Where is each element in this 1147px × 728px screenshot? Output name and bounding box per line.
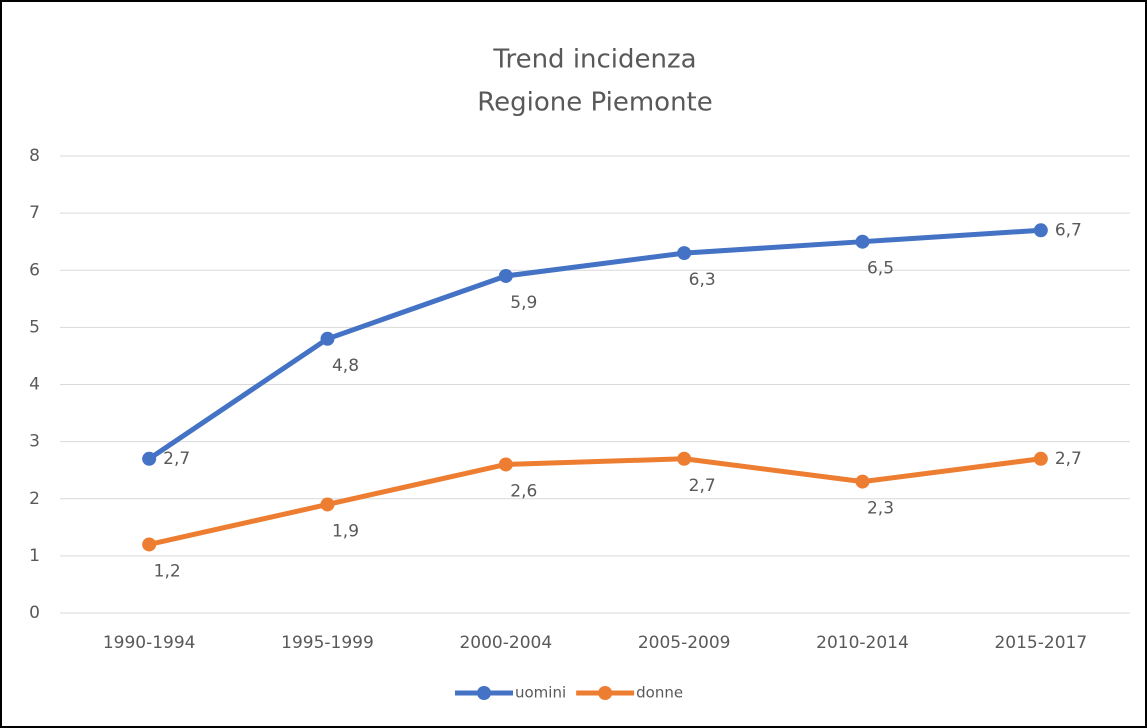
series-line — [148, 456, 1042, 547]
y-tick-label: 6 — [29, 260, 40, 280]
data-label: 6,3 — [689, 270, 716, 290]
y-tick-label: 3 — [29, 432, 40, 452]
data-label: 1,9 — [332, 521, 359, 541]
series-line — [147, 227, 1041, 461]
data-point — [142, 451, 157, 466]
y-tick-label: 1 — [29, 546, 40, 566]
legend-label: uomini — [515, 684, 566, 702]
data-point — [677, 451, 692, 466]
x-tick-label: 1995-1999 — [281, 633, 374, 653]
data-point — [1033, 451, 1048, 466]
chart-subtitle: Regione Piemonte — [477, 88, 713, 118]
y-tick-label: 7 — [29, 203, 40, 223]
y-tick-label: 5 — [29, 317, 40, 337]
data-label: 2,7 — [689, 476, 716, 496]
data-label: 2,7 — [163, 449, 190, 469]
x-tick-label: 2000-2004 — [459, 633, 552, 653]
data-label: 2,6 — [510, 481, 537, 501]
y-tick-label: 2 — [29, 489, 40, 509]
data-point — [1033, 223, 1048, 238]
y-tick-label: 0 — [29, 603, 40, 623]
data-point — [142, 537, 157, 552]
data-label: 2,3 — [867, 499, 894, 519]
data-label: 5,9 — [510, 293, 537, 313]
data-point — [320, 497, 335, 512]
x-tick-label: 1990-1994 — [103, 633, 196, 653]
data-point — [855, 474, 870, 489]
legend-marker — [598, 686, 613, 700]
y-tick-label: 4 — [29, 375, 40, 395]
legend-label: donne — [636, 684, 683, 702]
y-tick-label: 8 — [29, 146, 40, 166]
chart-title: Trend incidenza — [492, 45, 696, 75]
data-label: 2,7 — [1055, 449, 1082, 469]
x-tick-label: 2005-2009 — [638, 633, 731, 653]
data-label: 6,5 — [867, 259, 894, 279]
data-point — [320, 331, 335, 346]
data-label: 4,8 — [332, 356, 359, 376]
data-label: 6,7 — [1055, 220, 1082, 240]
data-point — [498, 457, 513, 472]
data-point — [677, 246, 692, 261]
legend-marker — [477, 686, 491, 700]
data-point — [498, 268, 513, 283]
x-tick-label: 2010-2014 — [816, 633, 909, 653]
x-tick-label: 2015-2017 — [994, 633, 1087, 653]
data-point — [855, 234, 870, 249]
data-label: 1,2 — [154, 561, 181, 581]
